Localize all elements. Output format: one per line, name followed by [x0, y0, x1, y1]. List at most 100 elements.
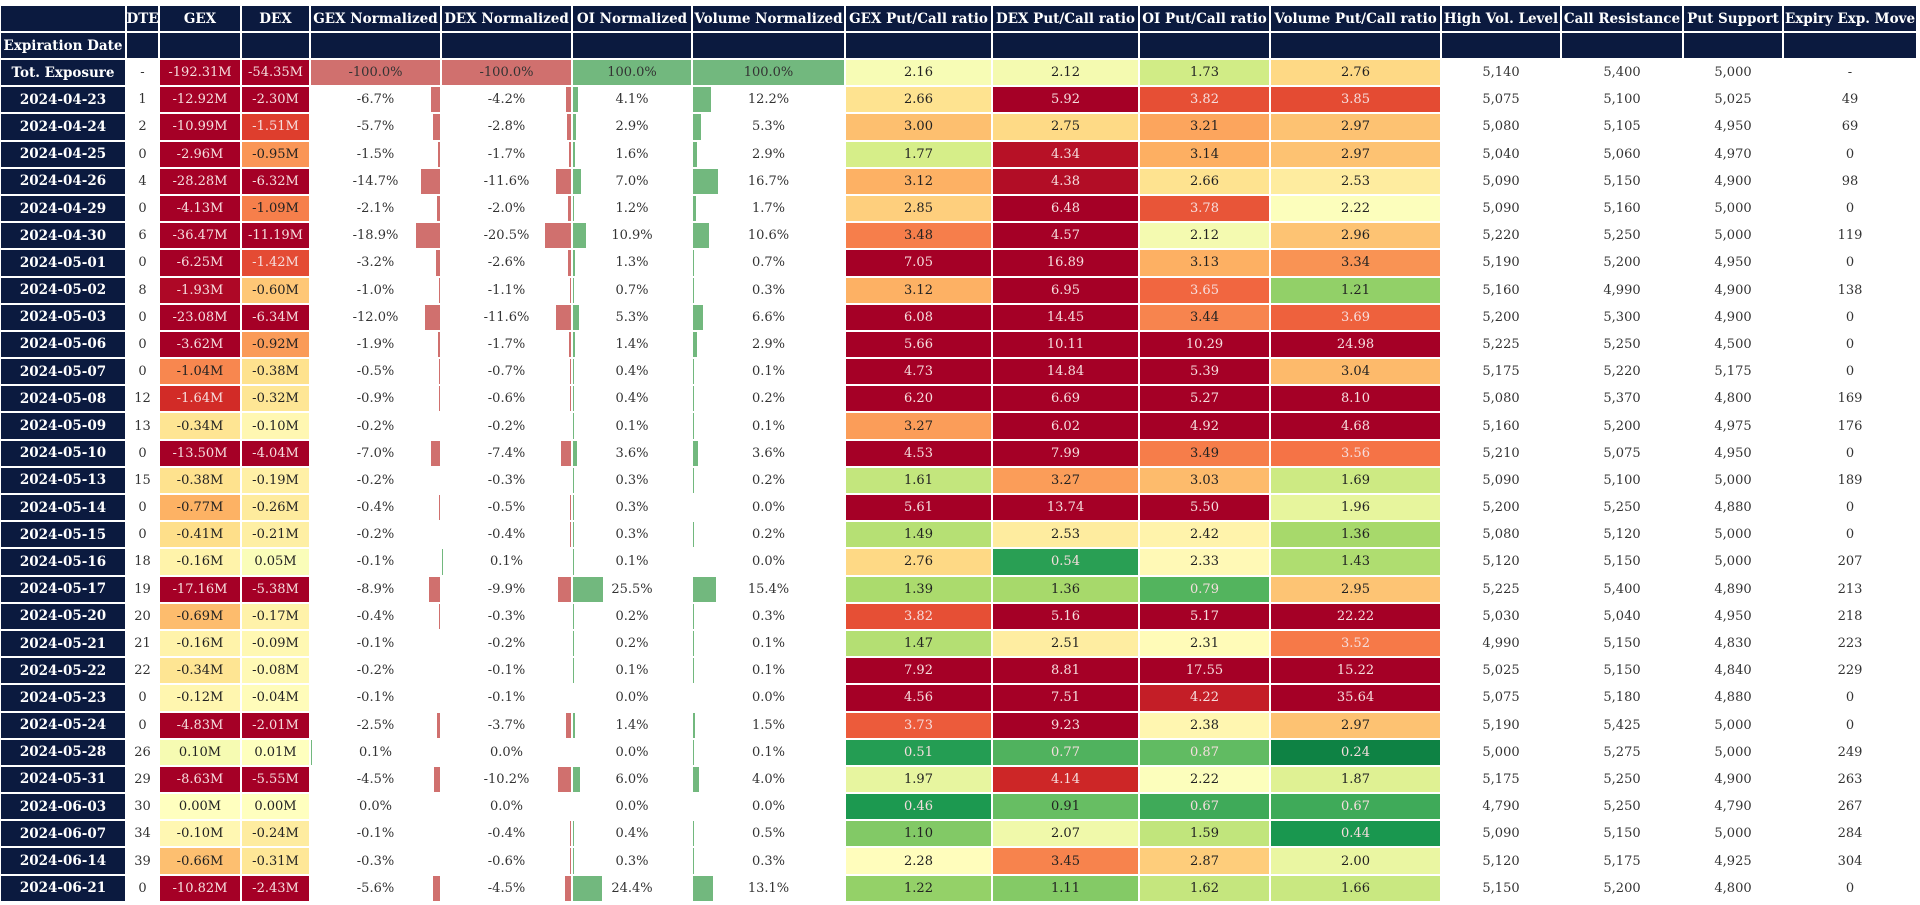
cell-value: -0.3%	[487, 472, 526, 488]
cell-gex-pc: 5.66	[845, 330, 992, 359]
cell-dex-norm: -4.2%	[441, 86, 572, 114]
cell-value: 5.3%	[751, 119, 786, 135]
cell-value: 0.1%	[489, 554, 524, 570]
cell-vol-pc: 35.64	[1270, 684, 1441, 712]
cell-exp-move: 207	[1783, 548, 1917, 576]
cell-value: -11.6%	[483, 173, 530, 189]
column-header[interactable]: DEX Put/Call ratio	[992, 5, 1139, 32]
cell-value: 138	[1837, 282, 1863, 298]
index-header-spacer	[572, 32, 692, 59]
column-header[interactable]: High Vol. Level	[1441, 5, 1561, 32]
column-header[interactable]: DEX Normalized	[441, 5, 572, 32]
cell-high-vol: 5,030	[1441, 602, 1561, 630]
cell-value: -0.1%	[356, 826, 395, 842]
cell-value: -0.31M	[252, 853, 299, 869]
cell-dte: 0	[126, 330, 159, 359]
column-header[interactable]: GEX Put/Call ratio	[845, 5, 992, 32]
cell-dex-pc: 5.92	[992, 86, 1139, 114]
cell-value: 3.82	[904, 608, 933, 624]
cell-value: 304	[1837, 853, 1863, 869]
normalized-bar	[311, 60, 440, 86]
cell-dte: 1	[126, 86, 159, 114]
cell-dex-pc: 14.45	[992, 303, 1139, 331]
cell-value: -0.34M	[176, 663, 224, 679]
row-index-date: 2024-05-31	[0, 765, 126, 794]
cell-gex-pc: 3.27	[845, 412, 992, 440]
cell-dex-norm: -1.7%	[441, 140, 572, 168]
cell-value: 16.7%	[747, 173, 790, 189]
column-header[interactable]: DEX	[241, 5, 310, 32]
cell-value: 5,025	[1714, 92, 1752, 108]
normalized-bar	[565, 875, 571, 901]
cell-value: 15	[134, 472, 151, 488]
cell-gex-norm: -0.2%	[310, 466, 441, 494]
cell-value: 0	[138, 336, 147, 352]
cell-dte: 20	[126, 602, 159, 630]
column-header[interactable]	[0, 5, 126, 32]
cell-value: 5.3%	[615, 309, 649, 325]
cell-value: 2024-05-01	[19, 254, 107, 271]
cell-value: -0.17M	[252, 608, 299, 624]
column-header[interactable]: Volume Normalized	[692, 5, 845, 32]
cell-value: -1.51M	[252, 119, 299, 135]
cell-oi-pc: 2.42	[1139, 521, 1270, 549]
cell-value: 24.98	[1336, 336, 1375, 352]
cell-dex-norm: -1.1%	[441, 276, 572, 304]
cell-call-res: 5,150	[1561, 657, 1683, 685]
cell-value: -0.9%	[356, 391, 395, 407]
cell-dte: 13	[126, 412, 159, 440]
cell-value: 0.79	[1190, 581, 1219, 597]
cell-high-vol: 5,090	[1441, 194, 1561, 223]
cell-gex: -36.47M	[159, 222, 241, 250]
cell-value: 2.66	[904, 92, 933, 108]
cell-value: 5,140	[1482, 65, 1520, 81]
column-header[interactable]: GEX Normalized	[310, 5, 441, 32]
cell-exp-move: 49	[1783, 86, 1917, 114]
cell-value: 1.36	[1341, 527, 1370, 543]
cell-call-res: 5,120	[1561, 521, 1683, 549]
cell-value: 4.57	[1051, 228, 1080, 244]
normalized-bar	[435, 250, 440, 276]
column-header[interactable]: OI Normalized	[572, 5, 692, 32]
column-header[interactable]: Call Resistance	[1561, 5, 1683, 32]
cell-value: 5,250	[1603, 500, 1641, 516]
column-header[interactable]: GEX	[159, 5, 241, 32]
cell-value: 5,000	[1714, 201, 1752, 217]
cell-call-res: 5,250	[1561, 494, 1683, 522]
normalized-bar	[439, 359, 440, 385]
cell-oi-pc: 2.22	[1139, 765, 1270, 794]
cell-value: 5,190	[1482, 255, 1520, 271]
index-header-spacer	[1683, 32, 1783, 59]
cell-put-sup: 5,000	[1683, 521, 1783, 549]
cell-value: 2.66	[1190, 173, 1219, 189]
index-header-spacer	[310, 32, 441, 59]
cell-value: -0.16M	[176, 554, 224, 570]
column-header[interactable]: Volume Put/Call ratio	[1270, 5, 1441, 32]
normalized-bar	[432, 875, 440, 901]
cell-value: 2.12	[1190, 228, 1219, 244]
cell-value: -1.04M	[176, 364, 224, 380]
cell-value: 0.1%	[751, 418, 786, 434]
column-header[interactable]: OI Put/Call ratio	[1139, 5, 1270, 32]
cell-value: 3.6%	[751, 445, 786, 461]
cell-value: 0	[1845, 527, 1855, 543]
index-header-spacer	[159, 32, 241, 59]
cell-value: 5,120	[1482, 554, 1520, 570]
cell-value: 4,950	[1714, 445, 1752, 461]
column-header[interactable]: Expiry Exp. Move	[1783, 5, 1917, 32]
cell-value: 2024-05-24	[19, 717, 107, 734]
normalized-bar	[421, 168, 440, 194]
cell-oi-norm: 0.3%	[572, 494, 692, 522]
cell-value: -0.38M	[252, 364, 299, 380]
cell-put-sup: 5,000	[1683, 711, 1783, 739]
cell-value: -5.55M	[252, 771, 299, 787]
cell-dex: -0.24M	[241, 820, 310, 848]
cell-value: 4,790	[1714, 799, 1752, 815]
cell-oi-norm: 0.4%	[572, 385, 692, 413]
cell-value: 13	[134, 418, 151, 434]
cell-value: 0.3%	[751, 853, 786, 869]
column-header[interactable]: Put Support	[1683, 5, 1783, 32]
cell-dex-pc: 2.07	[992, 820, 1139, 848]
cell-high-vol: 5,210	[1441, 439, 1561, 467]
column-header[interactable]: DTE	[126, 5, 159, 32]
